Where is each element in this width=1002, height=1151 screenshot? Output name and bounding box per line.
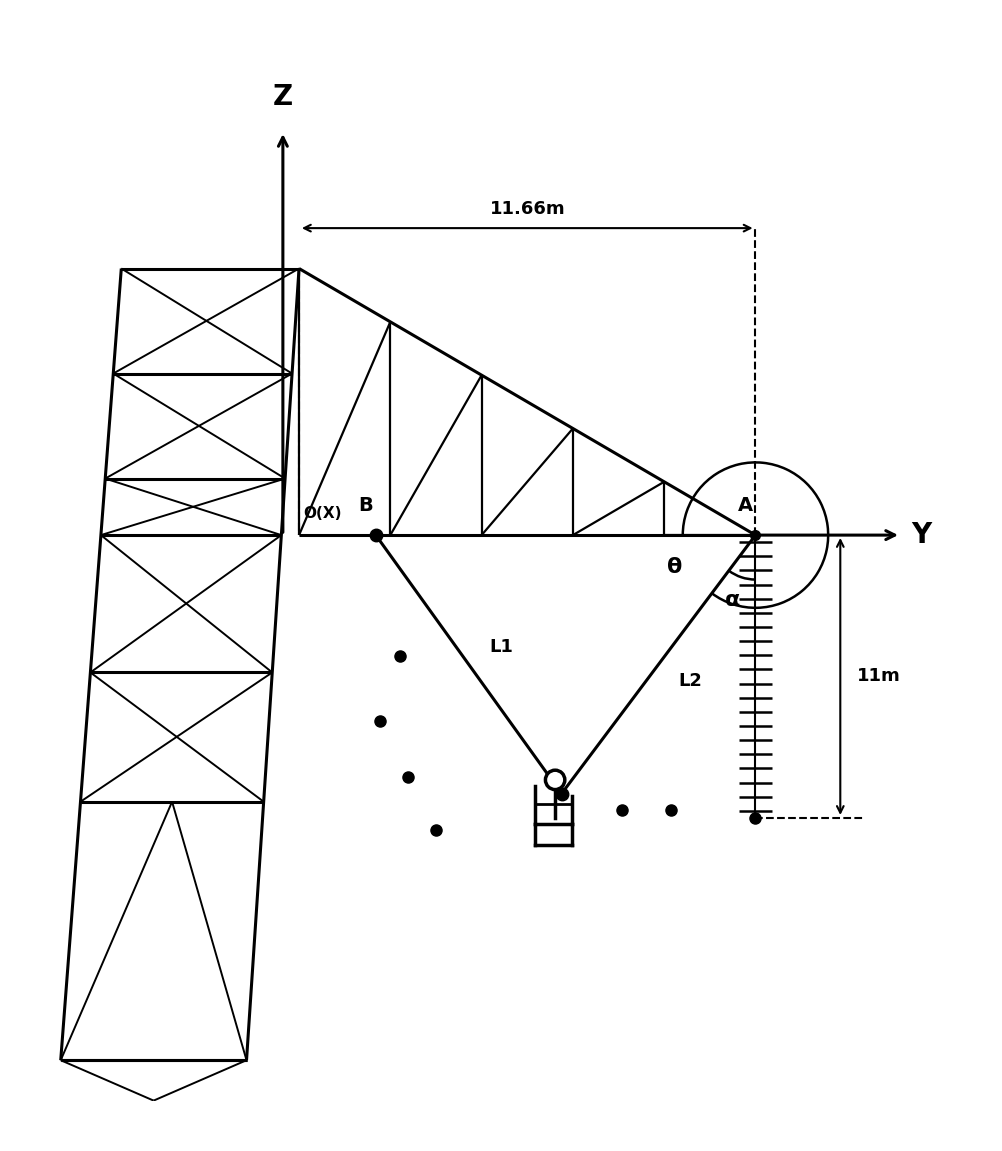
Text: L2: L2 xyxy=(678,672,702,691)
Text: L1: L1 xyxy=(489,639,513,656)
Text: O(X): O(X) xyxy=(303,505,342,520)
Text: Y: Y xyxy=(911,521,931,549)
Circle shape xyxy=(545,770,565,790)
Text: 11.66m: 11.66m xyxy=(489,200,565,219)
Text: θ: θ xyxy=(667,557,682,578)
Text: Z: Z xyxy=(273,83,293,110)
Text: 11m: 11m xyxy=(857,668,900,686)
Text: A: A xyxy=(738,496,754,514)
Text: B: B xyxy=(359,496,374,514)
Text: α: α xyxy=(725,589,740,610)
